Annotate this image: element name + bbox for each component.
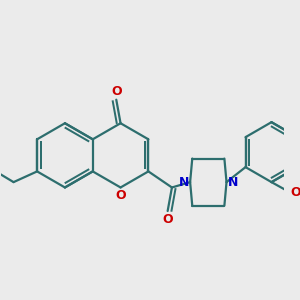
Text: O: O [162, 213, 173, 226]
Text: N: N [178, 176, 189, 189]
Text: N: N [228, 176, 238, 189]
Text: O: O [291, 186, 300, 199]
Text: O: O [115, 189, 126, 202]
Text: O: O [111, 85, 122, 98]
